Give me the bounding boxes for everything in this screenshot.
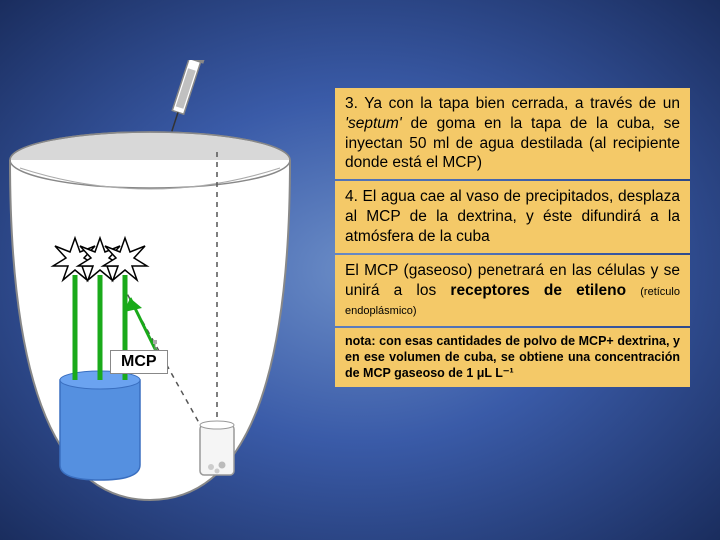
receptor-text: El MCP (gaseoso) penetrará en las célula… (335, 255, 690, 326)
mcp-label: MCP (110, 350, 168, 374)
step-4-text: 4. El agua cae al vaso de precipitados, … (335, 181, 690, 252)
p1-italic: 'septum' (345, 115, 402, 132)
p1-pre: 3. Ya con la tapa bien cerrada, a través… (345, 95, 680, 112)
syringe-icon (163, 60, 208, 134)
note-text: nota: con esas cantidades de polvo de MC… (335, 328, 690, 387)
bucket-body (10, 160, 290, 500)
mcp-experiment-diagram (0, 60, 330, 510)
p3-bold: receptores de etileno (450, 282, 640, 299)
vase-icon (60, 371, 140, 480)
text-panel: 3. Ya con la tapa bien cerrada, a través… (335, 88, 690, 387)
beaker-icon (200, 421, 234, 475)
step-3-text: 3. Ya con la tapa bien cerrada, a través… (335, 88, 690, 179)
